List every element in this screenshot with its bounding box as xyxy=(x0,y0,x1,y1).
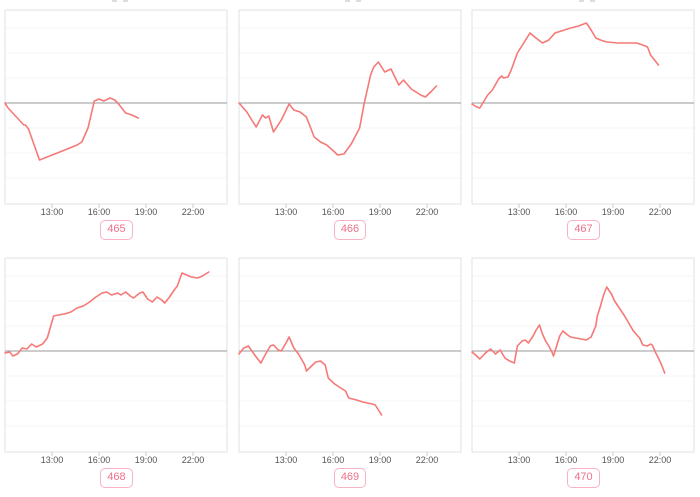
chart-cell: 13:00 16:00 19:00 22:00 470 xyxy=(467,248,700,497)
sparkline-chart[interactable]: 13:00 16:00 19:00 22:00 xyxy=(467,248,700,466)
series-line xyxy=(237,61,437,156)
sparkline-chart[interactable]: 13:00 16:00 19:00 22:00 xyxy=(234,0,467,218)
cutoff-badge-fragment xyxy=(345,0,350,2)
series-id-badge[interactable]: 468 xyxy=(100,468,133,488)
series-line xyxy=(237,336,382,416)
tick-label: 13:00 xyxy=(41,207,64,217)
sparkline-chart[interactable]: 13:00 16:00 19:00 22:00 xyxy=(0,0,233,218)
series-id-badge[interactable]: 465 xyxy=(100,220,133,240)
tick-label: 19:00 xyxy=(602,455,625,465)
tick-label: 19:00 xyxy=(135,455,158,465)
series-line xyxy=(471,22,660,109)
tick-label: 16:00 xyxy=(555,207,578,217)
plot-border xyxy=(238,257,461,453)
chart-cell: 13:00 16:00 19:00 22:00 469 xyxy=(233,248,467,497)
cutoff-badge-fragment xyxy=(356,0,361,2)
tick-label: 19:00 xyxy=(602,207,625,217)
tick-label: 22:00 xyxy=(415,455,438,465)
tick-label: 16:00 xyxy=(321,207,344,217)
tick-label: 13:00 xyxy=(508,207,531,217)
tick-label: 16:00 xyxy=(321,455,344,465)
cutoff-badge-fragment xyxy=(123,0,128,2)
series-id-badge[interactable]: 467 xyxy=(567,220,600,240)
series-line xyxy=(471,286,666,374)
tick-label: 16:00 xyxy=(88,455,111,465)
tick-label: 16:00 xyxy=(88,207,111,217)
chart-cell: 13:00 16:00 19:00 22:00 468 xyxy=(0,248,233,497)
series-id-badge[interactable]: 470 xyxy=(567,468,600,488)
plot-border xyxy=(238,9,461,205)
chart-cell: 13:00 16:00 19:00 22:00 467 xyxy=(467,0,700,248)
cutoff-badge-fragment xyxy=(590,0,595,2)
tick-label: 16:00 xyxy=(555,455,578,465)
chart-cell: 13:00 16:00 19:00 22:00 465 xyxy=(0,0,233,248)
tick-label: 19:00 xyxy=(368,455,391,465)
cutoff-badge-fragment xyxy=(579,0,584,2)
sparkline-chart[interactable]: 13:00 16:00 19:00 22:00 xyxy=(0,248,233,466)
plot-border xyxy=(4,9,228,205)
tick-label: 22:00 xyxy=(649,455,672,465)
tick-label: 22:00 xyxy=(182,207,205,217)
tick-label: 13:00 xyxy=(508,455,531,465)
tick-label: 13:00 xyxy=(274,455,297,465)
series-line xyxy=(4,97,139,161)
tick-label: 22:00 xyxy=(182,455,205,465)
tick-label: 22:00 xyxy=(415,207,438,217)
tick-label: 13:00 xyxy=(41,455,64,465)
series-line xyxy=(4,271,210,357)
chart-cell: 13:00 16:00 19:00 22:00 466 xyxy=(233,0,467,248)
sparkline-chart[interactable]: 13:00 16:00 19:00 22:00 xyxy=(467,0,700,218)
cutoff-badge-fragment xyxy=(112,0,117,2)
tick-label: 19:00 xyxy=(368,207,391,217)
tick-label: 22:00 xyxy=(649,207,672,217)
tick-label: 19:00 xyxy=(135,207,158,217)
plot-border xyxy=(471,9,695,205)
plot-border xyxy=(4,257,228,453)
series-id-badge[interactable]: 466 xyxy=(333,220,367,240)
plot-border xyxy=(471,257,695,453)
tick-label: 13:00 xyxy=(274,207,297,217)
series-id-badge[interactable]: 469 xyxy=(333,468,367,488)
sparkline-chart[interactable]: 13:00 16:00 19:00 22:00 xyxy=(234,248,467,466)
